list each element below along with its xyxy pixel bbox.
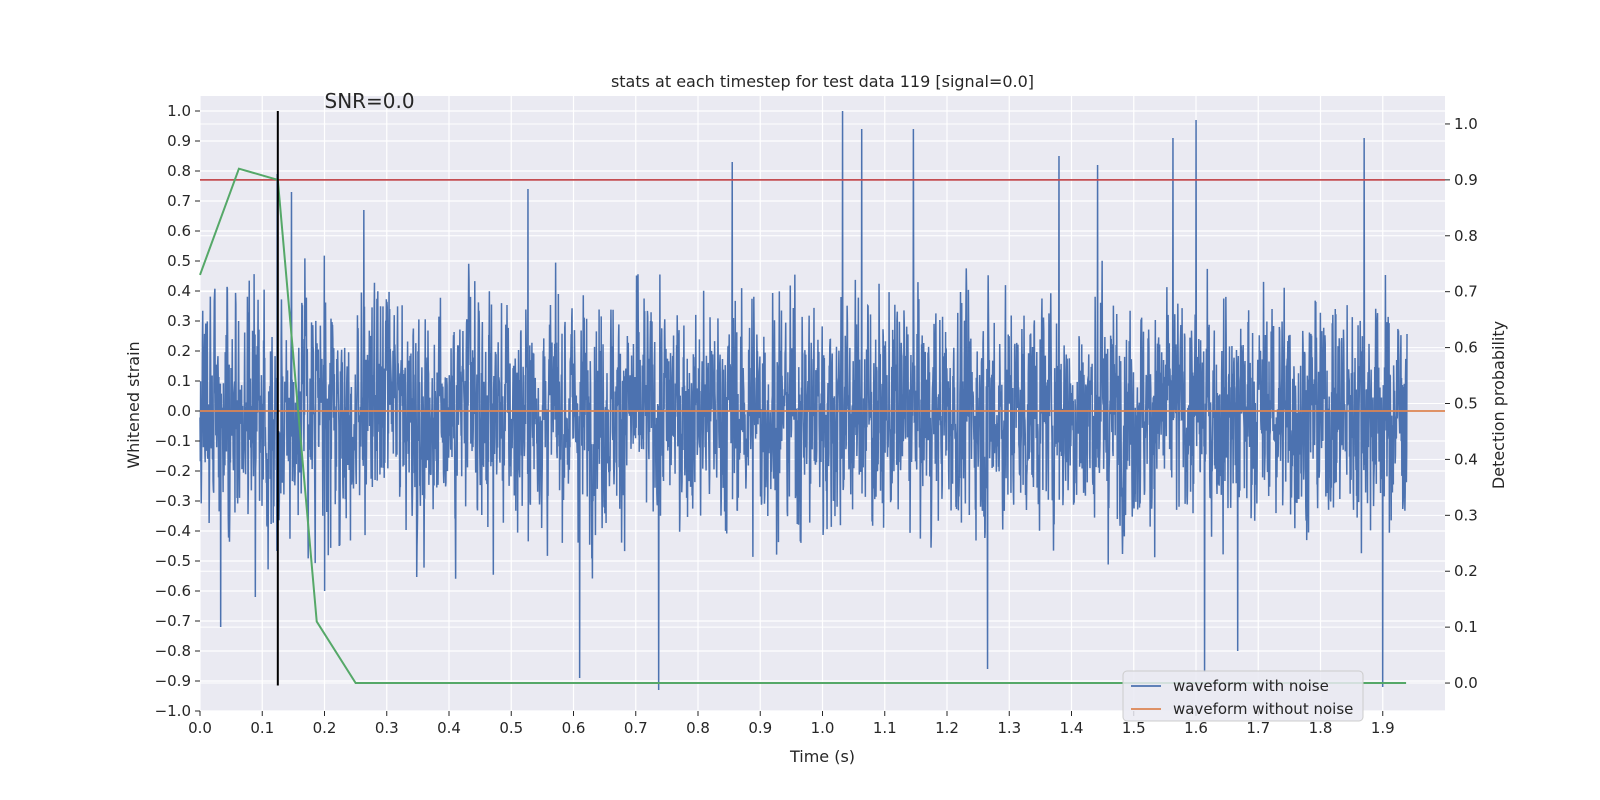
y-right-tick-label: 0.2 <box>1454 562 1478 580</box>
x-tick-label: 1.9 <box>1371 719 1395 737</box>
x-tick-label: 0.9 <box>748 719 772 737</box>
y-tick-label: −0.2 <box>155 462 191 480</box>
y-tick-label: −0.6 <box>155 582 191 600</box>
x-tick-label: 1.2 <box>935 719 959 737</box>
x-tick-label: 0.3 <box>375 719 399 737</box>
legend-label: waveform with noise <box>1173 677 1329 695</box>
y-tick-label: −0.8 <box>155 642 191 660</box>
y-tick-label: 0.8 <box>167 162 191 180</box>
y-axis-label: Whitened strain <box>124 341 143 468</box>
snr-annotation: SNR=0.0 <box>325 89 415 113</box>
x-tick-label: 1.8 <box>1309 719 1333 737</box>
x-tick-label: 0.8 <box>686 719 710 737</box>
x-tick-label: 0.7 <box>624 719 648 737</box>
ticks: 0.0 0.1 0.2 0.3 0.4 0.5 0.6 0.7 0.8 0.9 1.0 1.1 1.2 1… <box>155 102 1478 737</box>
legend-box <box>1122 670 1364 722</box>
x-tick-label: 1.7 <box>1246 719 1270 737</box>
y-tick-label: −0.7 <box>155 612 191 630</box>
y-tick-label: 1.0 <box>167 102 191 120</box>
y-tick-label: −0.5 <box>155 552 191 570</box>
chart-title: stats at each timestep for test data 119… <box>611 72 1034 91</box>
y-tick-label: −1.0 <box>155 702 191 720</box>
y-tick-label: −0.3 <box>155 492 191 510</box>
y-tick-label: −0.9 <box>155 672 191 690</box>
y-right-tick-label: 0.7 <box>1454 283 1478 301</box>
y-right-tick-label: 0.0 <box>1454 674 1478 692</box>
legend-label: waveform without noise <box>1173 700 1353 718</box>
y-tick-label: −0.4 <box>155 522 191 540</box>
y-axis-label-right: Detection probability <box>1489 321 1508 489</box>
x-tick-label: 0.5 <box>499 719 523 737</box>
y-tick-label: 0.1 <box>167 372 191 390</box>
y-right-tick-label: 0.3 <box>1454 506 1478 524</box>
y-right-tick-label: 1.0 <box>1454 115 1478 133</box>
y-right-tick-label: 0.6 <box>1454 339 1478 357</box>
x-tick-label: 0.2 <box>313 719 337 737</box>
x-tick-label: 0.1 <box>250 719 274 737</box>
x-tick-label: 0.6 <box>562 719 586 737</box>
y-tick-label: 0.6 <box>167 222 191 240</box>
y-tick-label: 0.3 <box>167 312 191 330</box>
y-right-tick-label: 0.9 <box>1454 171 1478 189</box>
y-tick-label: 0.4 <box>167 282 191 300</box>
y-right-tick-label: 0.5 <box>1454 395 1478 413</box>
x-tick-label: 1.3 <box>997 719 1021 737</box>
y-tick-label: 0.5 <box>167 252 191 270</box>
y-right-tick-label: 0.1 <box>1454 618 1478 636</box>
x-tick-label: 1.0 <box>811 719 835 737</box>
x-axis-label: Time (s) <box>789 747 855 766</box>
y-tick-label: 0.2 <box>167 342 191 360</box>
series-waveform-with-noise <box>199 110 1408 691</box>
x-tick-label: 1.4 <box>1060 719 1084 737</box>
x-tick-label: 1.5 <box>1122 719 1146 737</box>
y-right-tick-label: 0.8 <box>1454 227 1478 245</box>
y-tick-label: 0.9 <box>167 132 191 150</box>
x-tick-label: 0.4 <box>437 719 461 737</box>
y-tick-label: 0.7 <box>167 192 191 210</box>
x-tick-label: 0.0 <box>188 719 212 737</box>
legend: waveform with noise waveform without nois… <box>1122 670 1364 722</box>
y-tick-label: 0.0 <box>167 402 191 420</box>
x-tick-label: 1.1 <box>873 719 897 737</box>
y-tick-label: −0.1 <box>155 432 191 450</box>
x-tick-label: 1.6 <box>1184 719 1208 737</box>
y-right-tick-label: 0.4 <box>1454 450 1478 468</box>
